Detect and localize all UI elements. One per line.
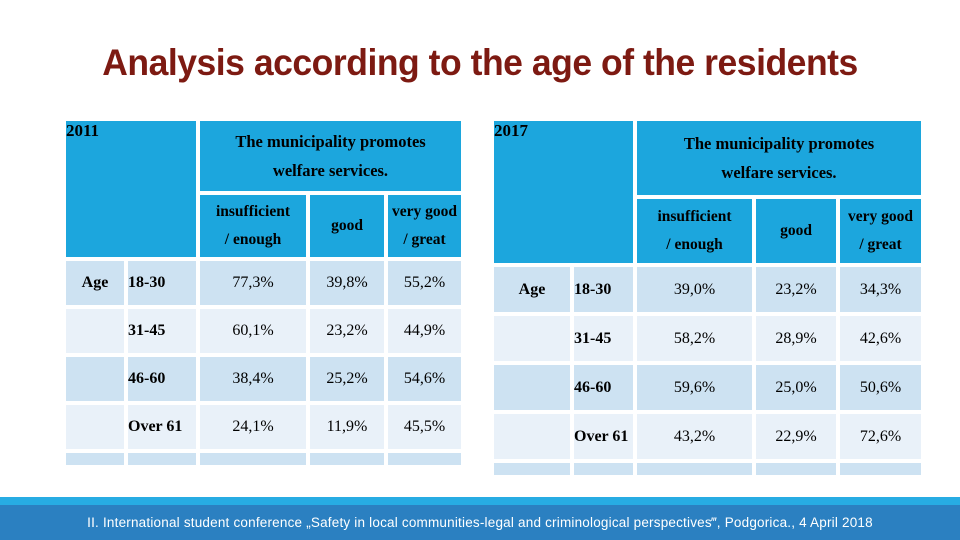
col-header-very-good: very good / great [388, 195, 461, 257]
footer-bar: II. International student conference „Sa… [0, 497, 960, 540]
empty-cell [66, 309, 124, 353]
age-range: Over 61 [128, 405, 196, 449]
empty-cell [494, 463, 570, 475]
col-header-good: good [756, 199, 836, 263]
partial-row [494, 463, 921, 475]
empty-cell [574, 463, 633, 475]
col-header-line: good [780, 222, 812, 239]
age-range: Over 61 [574, 414, 633, 459]
age-row-header: Age [66, 261, 124, 305]
empty-cell [310, 453, 384, 465]
table-row: Over 61 24,1% 11,9% 45,5% [66, 405, 461, 449]
table-row: 46-60 38,4% 25,2% 54,6% [66, 357, 461, 401]
value-cell: 23,2% [756, 267, 836, 312]
value-cell: 11,9% [310, 405, 384, 449]
value-cell: 50,6% [840, 365, 921, 410]
age-range: 31-45 [574, 316, 633, 361]
footer-text: II. International student conference „Sa… [0, 505, 960, 540]
value-cell: 72,6% [840, 414, 921, 459]
question-line1: The municipality promotes [235, 132, 426, 151]
col-header-line: / great [859, 236, 902, 253]
col-header-line: insufficient [657, 208, 732, 225]
age-range: 18-30 [574, 267, 633, 312]
value-cell: 25,0% [756, 365, 836, 410]
footer-accent-strip [0, 497, 960, 505]
slide-title: Analysis according to the age of the res… [102, 42, 858, 83]
empty-cell [66, 453, 124, 465]
col-header-line: / great [403, 231, 446, 248]
empty-cell [494, 365, 570, 410]
value-cell: 39,8% [310, 261, 384, 305]
age-row-header: Age [494, 267, 570, 312]
col-header-line: insufficient [215, 203, 291, 220]
value-cell: 60,1% [200, 309, 306, 353]
question-line2: welfare services. [721, 163, 837, 182]
value-cell: 43,2% [637, 414, 752, 459]
age-range: 31-45 [128, 309, 196, 353]
value-cell: 25,2% [310, 357, 384, 401]
value-cell: 54,6% [388, 357, 461, 401]
col-header-insufficient: insufficient / enough [200, 195, 306, 257]
table-row: 46-60 59,6% 25,0% 50,6% [494, 365, 921, 410]
question-line1: The municipality promotes [683, 134, 875, 153]
col-header-insufficient: insufficient / enough [637, 199, 752, 263]
table-2017: 2017 The municipality promotes welfare s… [490, 117, 925, 479]
col-header-line: very good [847, 208, 913, 225]
value-cell: 34,3% [840, 267, 921, 312]
age-range: 46-60 [128, 357, 196, 401]
empty-cell [128, 453, 196, 465]
empty-cell [756, 463, 836, 475]
value-cell: 44,9% [388, 309, 461, 353]
empty-cell [66, 357, 124, 401]
year-cell-2011: 2011 [66, 121, 196, 257]
col-header-line: / enough [224, 231, 282, 248]
value-cell: 38,4% [200, 357, 306, 401]
empty-cell [494, 316, 570, 361]
table-row: Over 61 43,2% 22,9% 72,6% [494, 414, 921, 459]
col-header-good: good [310, 195, 384, 257]
age-range: 46-60 [574, 365, 633, 410]
value-cell: 55,2% [388, 261, 461, 305]
value-cell: 42,6% [840, 316, 921, 361]
question-cell-2011: The municipality promotes welfare servic… [200, 121, 461, 191]
empty-cell [637, 463, 752, 475]
empty-cell [66, 405, 124, 449]
table-2011: 2011 The municipality promotes welfare s… [62, 117, 465, 469]
empty-cell [200, 453, 306, 465]
table-row: 31-45 58,2% 28,9% 42,6% [494, 316, 921, 361]
empty-cell [494, 414, 570, 459]
col-header-line: / enough [666, 236, 723, 253]
value-cell: 45,5% [388, 405, 461, 449]
question-line2: welfare services. [272, 161, 389, 180]
value-cell: 28,9% [756, 316, 836, 361]
col-header-line: good [331, 217, 363, 234]
age-range: 18-30 [128, 261, 196, 305]
table-row: Age 18-30 39,0% 23,2% 34,3% [494, 267, 921, 312]
table-row: 31-45 60,1% 23,2% 44,9% [66, 309, 461, 353]
empty-cell [840, 463, 921, 475]
empty-cell [388, 453, 461, 465]
value-cell: 22,9% [756, 414, 836, 459]
col-header-very-good: very good / great [840, 199, 921, 263]
value-cell: 24,1% [200, 405, 306, 449]
value-cell: 39,0% [637, 267, 752, 312]
value-cell: 58,2% [637, 316, 752, 361]
year-cell-2017: 2017 [494, 121, 633, 263]
question-cell-2017: The municipality promotes welfare servic… [637, 121, 921, 195]
partial-row [66, 453, 461, 465]
value-cell: 77,3% [200, 261, 306, 305]
col-header-line: very good [391, 203, 457, 220]
table-row: Age 18-30 77,3% 39,8% 55,2% [66, 261, 461, 305]
value-cell: 23,2% [310, 309, 384, 353]
value-cell: 59,6% [637, 365, 752, 410]
